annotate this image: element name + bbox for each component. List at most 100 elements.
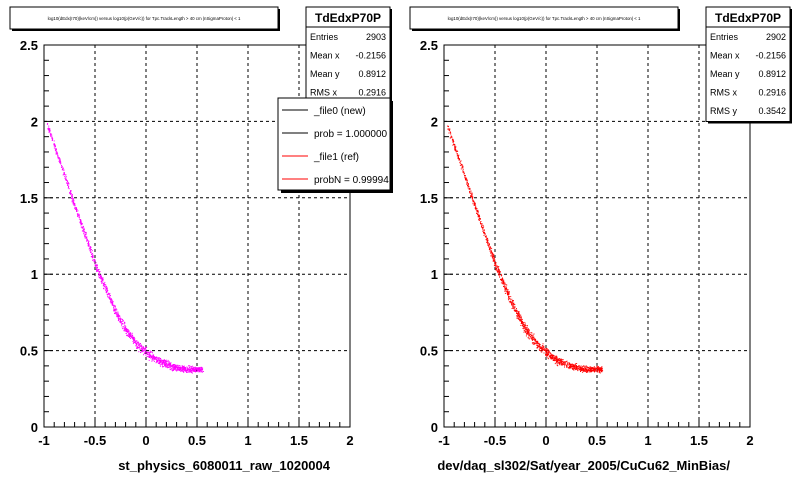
scatter-point — [169, 367, 171, 369]
scatter-point — [191, 365, 193, 367]
scatter-point — [152, 358, 154, 359]
scatter-point — [61, 167, 63, 168]
scatter-point — [152, 354, 154, 356]
scatter-point — [542, 347, 544, 349]
scatter-point — [60, 162, 62, 164]
scatter-point — [161, 359, 163, 361]
scatter-point — [86, 239, 88, 241]
scatter-point — [544, 347, 546, 349]
scatter-point — [552, 355, 554, 357]
scatter-point — [509, 301, 511, 302]
scatter-point — [75, 208, 77, 210]
scatter-point — [547, 349, 549, 351]
y-tick-label: 2.5 — [420, 38, 438, 53]
scatter-point — [90, 251, 91, 253]
scatter-point — [508, 291, 510, 292]
scatter-point — [447, 125, 449, 127]
scatter-point — [70, 192, 72, 194]
scatter-point — [51, 134, 53, 136]
scatter-point — [143, 348, 145, 350]
scatter-point — [131, 335, 133, 337]
scatter-point — [127, 332, 129, 333]
scatter-point — [80, 219, 82, 221]
scatter-point — [122, 320, 124, 322]
scatter-point — [87, 244, 89, 246]
scatter-point — [564, 366, 565, 368]
scatter-point — [461, 164, 462, 166]
scatter-point — [73, 202, 74, 204]
scatter-point — [525, 327, 527, 329]
scatter-point — [516, 315, 518, 317]
scatter-point — [497, 268, 499, 270]
scatter-point — [504, 287, 506, 289]
scatter-point — [136, 347, 138, 349]
scatter-point — [507, 291, 509, 293]
scatter-point — [498, 274, 499, 276]
scatter-point — [130, 337, 131, 339]
scatter-point — [141, 350, 143, 352]
scatter-point — [538, 342, 540, 344]
scatter-point — [587, 371, 589, 373]
scatter-point — [113, 308, 115, 310]
scatter-point — [66, 179, 68, 181]
scatter-point — [557, 359, 559, 361]
scatter-point — [76, 211, 78, 212]
scatter-point — [596, 368, 598, 370]
scatter-point — [536, 343, 538, 345]
scatter-point — [133, 341, 135, 343]
scatter-point — [164, 363, 166, 365]
scatter-point — [132, 335, 134, 337]
scatter-point — [148, 352, 150, 354]
scatter-point — [196, 367, 198, 369]
scatter-point — [575, 366, 577, 368]
scatter-point — [159, 359, 161, 361]
scatter-point — [141, 349, 143, 351]
scatter-point — [140, 345, 142, 347]
scatter-point — [593, 369, 595, 371]
scatter-point — [94, 265, 96, 267]
scatter-point — [123, 323, 125, 325]
scatter-point — [109, 293, 111, 295]
y-tick-label: 0.5 — [20, 344, 38, 359]
scatter-point — [547, 352, 548, 354]
scatter-point — [450, 135, 452, 137]
scatter-point — [482, 229, 484, 231]
scatter-point — [600, 369, 602, 371]
scatter-point — [70, 190, 72, 192]
scatter-point — [590, 369, 592, 371]
scatter-point — [601, 366, 603, 368]
scatter-point — [482, 224, 484, 226]
scatter-point — [527, 330, 529, 331]
scatter-point — [153, 355, 154, 357]
scatter-point — [176, 370, 177, 372]
scatter-point — [553, 358, 555, 360]
scatter-point — [484, 229, 485, 231]
scatter-point — [548, 358, 550, 360]
scatter-point — [598, 366, 600, 368]
scatter-point — [143, 346, 145, 348]
scatter-point — [143, 354, 144, 356]
y-tick-label: 2.5 — [20, 38, 38, 53]
scatter-point — [533, 342, 535, 344]
scatter-point — [471, 192, 473, 194]
scatter-point — [521, 318, 523, 320]
scatter-point — [128, 334, 129, 336]
scatter-point — [201, 370, 203, 372]
y-tick-label: 0 — [431, 420, 438, 435]
scatter-point — [483, 226, 485, 228]
scatter-point — [104, 286, 106, 288]
scatter-point — [559, 363, 561, 364]
scatter-point — [112, 304, 114, 306]
scatter-point — [95, 265, 97, 267]
scatter-point — [528, 338, 530, 340]
scatter-point — [532, 343, 534, 345]
y-tick-label: 0.5 — [420, 344, 438, 359]
scatter-point — [198, 368, 199, 369]
scatter-point — [492, 256, 494, 257]
scatter-point — [178, 365, 180, 367]
scatter-point — [140, 352, 141, 353]
title-box — [9, 6, 279, 30]
scatter-point — [174, 365, 176, 367]
scatter-point — [149, 355, 151, 357]
scatter-point — [568, 363, 570, 365]
